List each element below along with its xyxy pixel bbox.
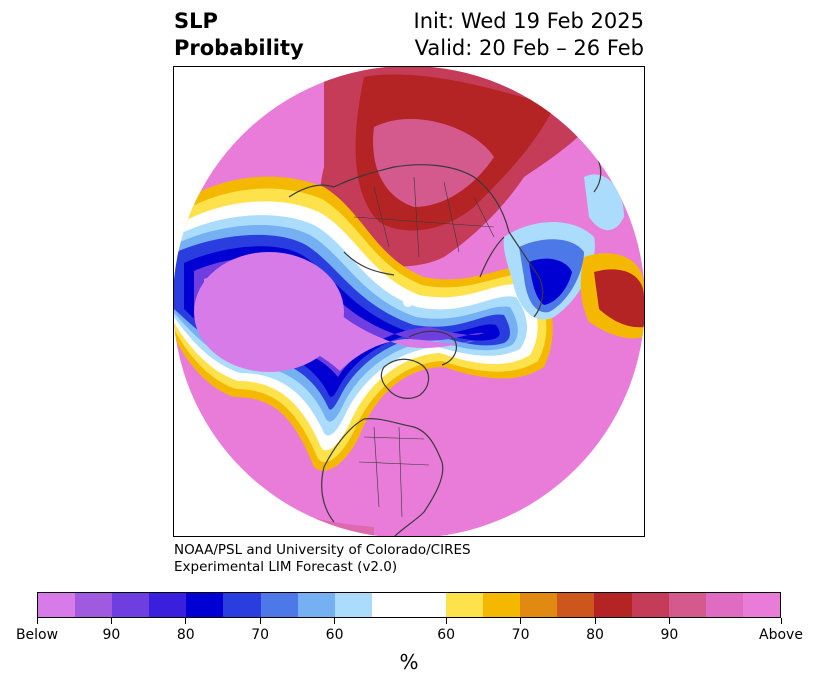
colorbar-segment (483, 593, 521, 617)
colorbar-segment (186, 593, 224, 617)
colorbar-segment (557, 593, 595, 617)
colorbar-segment (668, 593, 706, 617)
europe-above-core (594, 269, 644, 328)
colorbar-segment (149, 593, 187, 617)
colorbar-tick-label: 60 (437, 627, 456, 643)
greenland-below (584, 174, 624, 231)
pole-mark (403, 297, 413, 307)
colorbar-tick-label: 70 (511, 627, 530, 643)
colorbar-tick (110, 618, 112, 624)
title-line-1: SLP (174, 9, 218, 33)
valid-range: Valid: 20 Feb – 26 Feb (414, 36, 644, 60)
colorbar-tick-label: 90 (102, 627, 121, 643)
colorbar-tick (780, 618, 782, 624)
colorbar-tick-label: Above (759, 627, 803, 643)
colorbar-segment (594, 593, 632, 617)
map-canvas (174, 67, 644, 536)
colorbar-tick (36, 618, 38, 624)
colorbar-segment (38, 593, 76, 617)
low-core-pacific (194, 252, 344, 372)
credit-text: NOAA/PSL and University of Colorado/CIRE… (174, 542, 471, 576)
colorbar-tick-label: 80 (176, 627, 195, 643)
colorbar-tick (668, 618, 670, 624)
colorbar-segment (297, 593, 335, 617)
colorbar-segment (260, 593, 298, 617)
colorbar-segment (742, 593, 780, 617)
colorbar-tick-label: Below (15, 627, 59, 643)
colorbar-tick (259, 618, 261, 624)
atlantic-low-core (529, 258, 572, 305)
colorbar-tick (520, 618, 522, 624)
colorbar-tick-label: 70 (251, 627, 270, 643)
colorbar-tick (445, 618, 447, 624)
colorbar-segment (75, 593, 113, 617)
title-line-2: Probability (174, 36, 304, 60)
colorbar-segment (223, 593, 261, 617)
field-above-top-inner (373, 118, 494, 207)
colorbar-tick (594, 618, 596, 624)
colorbar-tick (334, 618, 336, 624)
colorbar-segment (371, 593, 447, 617)
colorbar-segment (112, 593, 150, 617)
colorbar-tick-label: 60 (325, 627, 344, 643)
probability-map (173, 66, 645, 537)
colorbar-unit: % (399, 650, 419, 674)
colorbar-tick-label: 80 (586, 627, 604, 643)
credit-line-2: Experimental LIM Forecast (v2.0) (174, 559, 398, 575)
map-title: SLP Probability (174, 8, 304, 62)
colorbar-segment (446, 593, 484, 617)
colorbar-segment (631, 593, 669, 617)
forecast-dates: Init: Wed 19 Feb 2025 Valid: 20 Feb – 26… (414, 8, 644, 62)
probability-field (174, 67, 644, 536)
colorbar-tick (185, 618, 187, 624)
colorbar-segment (705, 593, 743, 617)
colorbar (37, 592, 781, 618)
credit-line-1: NOAA/PSL and University of Colorado/CIRE… (174, 542, 471, 558)
colorbar-segment (520, 593, 558, 617)
colorbar-tick-label: 90 (660, 627, 679, 643)
init-date: Init: Wed 19 Feb 2025 (413, 9, 644, 33)
borders (353, 176, 495, 518)
colorbar-segment (334, 593, 372, 617)
